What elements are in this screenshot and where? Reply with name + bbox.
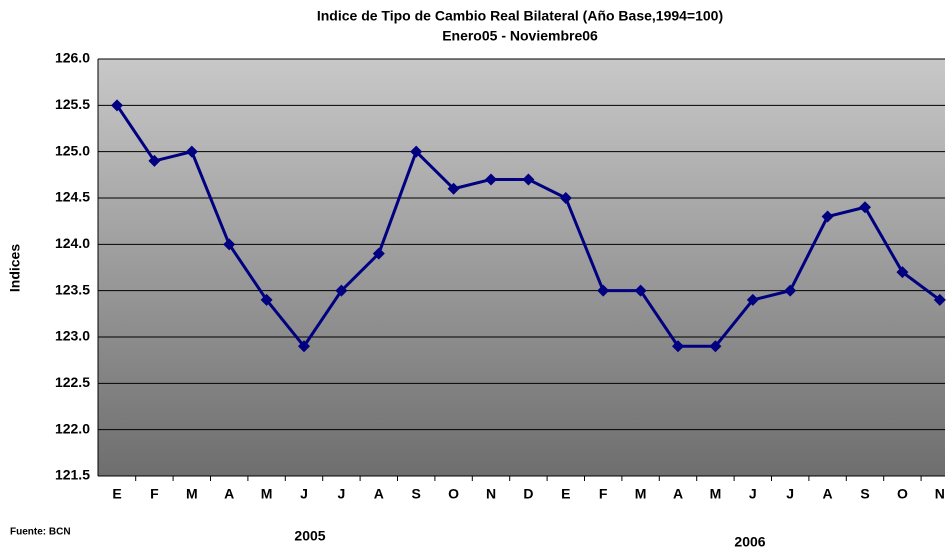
x-tick-label: O	[448, 486, 459, 502]
y-tick-label: 123.0	[55, 328, 90, 344]
data-point	[634, 284, 647, 297]
data-point	[111, 99, 123, 112]
x-tick-label: F	[599, 486, 608, 502]
data-point	[148, 154, 161, 167]
x-tick-label: J	[300, 486, 308, 502]
data-point	[746, 293, 759, 306]
data-point	[185, 145, 198, 158]
x-tick-label: M	[261, 486, 273, 502]
x-tick-label: S	[860, 486, 869, 502]
x-tick-label: E	[112, 486, 121, 502]
x-tick-label: F	[150, 486, 159, 502]
data-point	[447, 182, 460, 195]
chart-title: Indice de Tipo de Cambio Real Bilateral …	[317, 8, 723, 24]
data-point	[672, 340, 684, 353]
y-tick-label: 122.5	[55, 374, 90, 390]
data-point	[522, 173, 535, 186]
data-point	[821, 210, 834, 223]
x-tick-label: O	[897, 486, 908, 502]
source-note: Fuente: BCN	[10, 527, 71, 538]
y-tick-label: 124.0	[55, 235, 90, 251]
x-tick-label: A	[374, 486, 384, 502]
x-tick-label: A	[823, 486, 833, 502]
year-label: 2005	[294, 528, 325, 544]
y-tick-label: 125.5	[55, 96, 90, 112]
data-point	[597, 284, 610, 297]
x-tick-label: N	[486, 486, 496, 502]
y-axis-label: Indices	[7, 244, 23, 292]
y-tick-label: 124.5	[55, 189, 90, 205]
year-label: 2006	[734, 534, 765, 550]
x-tick-label: A	[224, 486, 234, 502]
data-point	[933, 293, 946, 306]
x-tick-label: J	[786, 486, 794, 502]
x-tick-label: M	[635, 486, 647, 502]
data-point	[223, 238, 236, 251]
data-point	[298, 340, 310, 353]
data-point	[372, 247, 385, 260]
data-point	[709, 340, 722, 353]
x-tick-label: D	[523, 486, 533, 502]
data-point	[859, 201, 871, 214]
x-tick-label: N	[935, 486, 945, 502]
data-point	[559, 192, 572, 204]
x-tick-label: S	[412, 486, 421, 502]
y-tick-label: 126.0	[55, 50, 90, 66]
x-tick-label: J	[749, 486, 757, 502]
x-tick-label: J	[338, 486, 346, 502]
y-tick-label: 122.0	[55, 420, 90, 436]
x-tick-label: M	[710, 486, 722, 502]
plot-area	[98, 59, 945, 476]
data-point	[260, 293, 273, 306]
data-point	[335, 284, 348, 297]
y-tick-label: 125.0	[55, 142, 90, 158]
x-tick-label: E	[561, 486, 570, 502]
data-point	[485, 173, 497, 186]
chart-subtitle: Enero05 - Noviembre06	[442, 28, 598, 44]
data-point	[784, 284, 797, 297]
y-tick-label: 123.5	[55, 281, 90, 297]
x-tick-label: M	[186, 486, 198, 502]
data-point	[410, 145, 423, 158]
data-point	[896, 266, 909, 279]
x-tick-label: A	[673, 486, 683, 502]
y-tick-label: 121.5	[55, 467, 90, 483]
